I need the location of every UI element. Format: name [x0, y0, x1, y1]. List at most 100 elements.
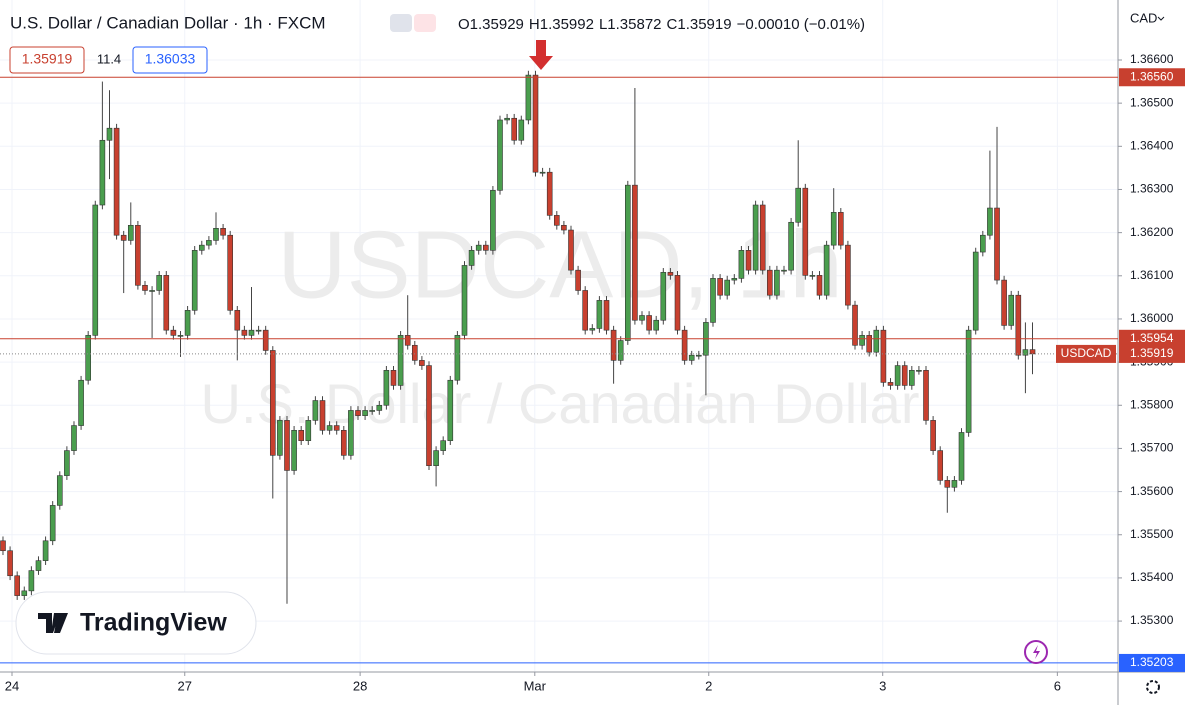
level-label-box — [1119, 653, 1185, 672]
candle-body — [482, 244, 489, 251]
candle-body — [724, 279, 731, 296]
candle-body — [490, 190, 496, 251]
candle-body — [767, 269, 773, 296]
candle-body — [788, 221, 794, 271]
lightning-icon — [1033, 645, 1040, 659]
candle-body — [333, 425, 340, 431]
candle-body — [255, 329, 262, 332]
y-tick-label: 1.36000 — [1130, 311, 1174, 325]
candle-body — [326, 425, 333, 431]
candle-body — [135, 224, 141, 286]
candle-body — [269, 350, 276, 456]
symbol-title: U.S. Dollar / Canadian Dollar · 1h · FXC… — [10, 13, 326, 32]
candle-body — [42, 540, 49, 561]
candle-body — [497, 119, 503, 191]
candle-body — [752, 204, 759, 271]
candle-body — [816, 275, 823, 296]
candle-body — [546, 171, 553, 216]
y-tick-label: 1.36100 — [1130, 268, 1174, 282]
y-tick-label: 1.35400 — [1130, 570, 1174, 584]
currency[interactable]: CAD — [1130, 10, 1157, 25]
symbol-label: USDCAD — [1061, 346, 1112, 360]
candle-body — [937, 450, 944, 481]
y-tick-label: 1.35600 — [1130, 484, 1174, 498]
candle-body — [639, 315, 645, 321]
candle-body — [184, 310, 191, 336]
axes: 1.35300 1.35400 1.35500 1.35600 1.35700 1.358… — [0, 52, 1185, 693]
candle-body — [830, 212, 837, 246]
candle-body — [603, 300, 610, 331]
arrow-marker — [529, 40, 553, 70]
candle-body — [994, 207, 1000, 281]
candle-body — [610, 329, 617, 361]
candle-body — [561, 224, 567, 231]
level-label-box — [1119, 68, 1185, 87]
candle-body — [738, 250, 745, 279]
candle-body — [142, 284, 148, 291]
candle-body — [454, 335, 461, 381]
candle-body — [1008, 294, 1015, 326]
candle-body — [1022, 349, 1029, 356]
logo-badge — [15, 591, 257, 655]
level-label: 1.36560 — [1130, 69, 1174, 83]
buy-price[interactable]: 1.36033 — [145, 51, 196, 67]
candle-body — [163, 275, 170, 331]
symbol-label-box — [1056, 344, 1116, 363]
candle-body — [206, 240, 212, 246]
candle-body — [71, 425, 77, 451]
ohlc-item: O1.35929 — [458, 16, 524, 33]
settings-button[interactable] — [1146, 680, 1160, 694]
candle-body — [177, 335, 184, 337]
candle-body — [880, 329, 887, 383]
candle-body — [191, 250, 198, 311]
candle-body — [170, 329, 177, 336]
candle-body — [553, 215, 560, 226]
candle-body — [511, 117, 517, 141]
candle-body — [355, 410, 361, 416]
candle-body — [582, 290, 588, 331]
candle-body — [965, 329, 972, 433]
candle-body — [440, 440, 446, 451]
last-price-label: 1.35919 — [1130, 346, 1174, 360]
y-tick-label: 1.35300 — [1130, 613, 1174, 627]
candle-body — [681, 329, 688, 361]
x-tick-label: 3 — [879, 678, 886, 693]
logo-icon — [38, 613, 68, 633]
candle-body — [930, 420, 936, 451]
candle-body — [64, 450, 70, 476]
buy-button[interactable] — [132, 46, 208, 74]
candle-body — [284, 420, 290, 471]
ohlc-item: −0.00010 (−0.01%) — [737, 16, 865, 33]
hide-button[interactable] — [390, 14, 412, 32]
candle-body — [674, 275, 681, 331]
sell-price[interactable]: 1.35919 — [22, 51, 73, 67]
lightning-button[interactable] — [1024, 640, 1048, 664]
sell-button[interactable] — [9, 46, 85, 74]
candle-body — [646, 315, 652, 331]
x-tick-label: 24 — [5, 678, 19, 693]
candle-body — [866, 335, 873, 353]
candle-body — [532, 74, 539, 173]
y-tick-label: 1.36600 — [1130, 52, 1174, 66]
y-tick-label: 1.36200 — [1130, 225, 1174, 239]
level-label: 1.35203 — [1130, 655, 1174, 669]
candle-body — [120, 234, 127, 241]
candle-body — [475, 244, 482, 251]
x-tick-label: 28 — [353, 678, 367, 693]
candle-body — [1001, 279, 1007, 326]
candle-body — [376, 404, 383, 411]
candle-body — [568, 229, 574, 271]
candles — [0, 70, 1036, 604]
candle-body — [390, 370, 397, 386]
candle-body — [859, 335, 865, 346]
candle-body — [411, 344, 418, 361]
candle-body — [277, 420, 283, 456]
candle-body — [1015, 294, 1022, 356]
x-tick-label: 6 — [1054, 678, 1061, 693]
candle-body — [21, 590, 28, 596]
candle-body — [667, 272, 674, 276]
compare-button[interactable] — [414, 14, 436, 32]
candle-body — [78, 379, 84, 426]
